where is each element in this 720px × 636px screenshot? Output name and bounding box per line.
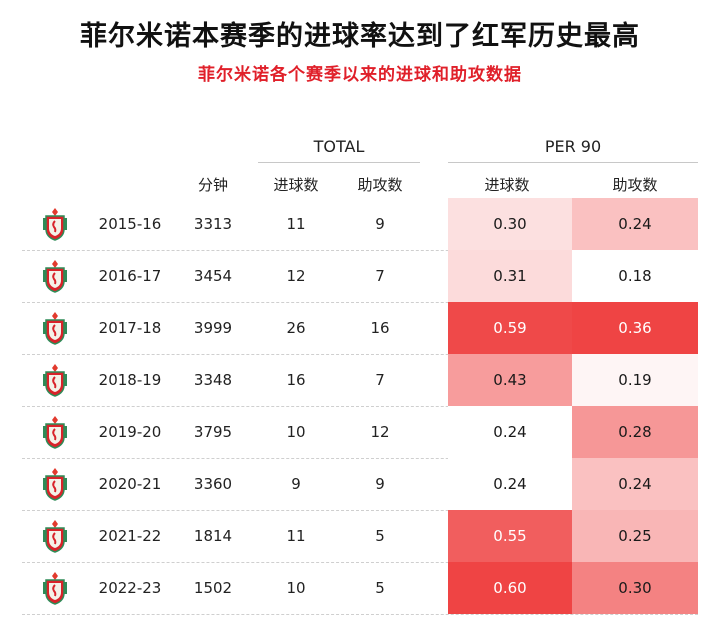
row-separator [22, 562, 698, 563]
goals90-heat-cell: 0.59 [448, 302, 572, 354]
goals90-heat-cell: 0.55 [448, 510, 572, 562]
liverpool-crest-icon [42, 363, 68, 397]
goals90-heat-cell: 0.30 [448, 198, 572, 250]
assists90-heat-cell: 0.30 [572, 562, 698, 614]
col-header-goals: 进球数 [273, 176, 319, 194]
table-row: 2017-18 3999 26 16 0.59 0.36 [22, 302, 698, 354]
goals-cell: 9 [291, 475, 301, 493]
goals-cell: 10 [286, 579, 306, 597]
minutes-cell: 3313 [193, 215, 233, 233]
minutes-cell: 1502 [193, 579, 233, 597]
assists-cell: 5 [375, 579, 385, 597]
assists90-heat-cell: 0.18 [572, 250, 698, 302]
table-row: 2021-22 1814 11 5 0.55 0.25 [22, 510, 698, 562]
minutes-cell: 3454 [193, 267, 233, 285]
chart-title: 菲尔米诺本赛季的进球率达到了红军历史最高 [80, 21, 640, 52]
row-separator [22, 354, 698, 355]
assists90-heat-cell: 0.19 [572, 354, 698, 406]
group-label-per90: PER 90 [544, 137, 602, 156]
minutes-cell: 3348 [193, 371, 233, 389]
goals-cell: 16 [286, 371, 306, 389]
row-separator [22, 302, 698, 303]
assists90-heat-cell: 0.24 [572, 458, 698, 510]
chart-subtitle: 菲尔米诺各个赛季以来的进球和助攻数据 [198, 65, 522, 85]
liverpool-crest-icon [42, 259, 68, 293]
minutes-cell: 3360 [193, 475, 233, 493]
assists-cell: 9 [375, 215, 385, 233]
col-header-minutes: 分钟 [197, 176, 228, 194]
row-separator [22, 458, 698, 459]
row-separator [22, 250, 698, 251]
table-row: 2018-19 3348 16 7 0.43 0.19 [22, 354, 698, 406]
table-row: 2019-20 3795 10 12 0.24 0.28 [22, 406, 698, 458]
liverpool-crest-icon [42, 571, 68, 605]
goals90-heat-cell: 0.31 [448, 250, 572, 302]
liverpool-crest-icon [42, 207, 68, 241]
table-row: 2022-23 1502 10 5 0.60 0.30 [22, 562, 698, 614]
group-line-total [258, 162, 420, 163]
minutes-cell: 3795 [193, 423, 233, 441]
assists-cell: 5 [375, 527, 385, 545]
goals90-heat-cell: 0.24 [448, 458, 572, 510]
assists-cell: 12 [370, 423, 390, 441]
goals-cell: 10 [286, 423, 306, 441]
row-separator [22, 614, 698, 615]
minutes-cell: 3999 [193, 319, 233, 337]
season-cell: 2016-17 [98, 267, 162, 285]
col-header-assists90: 助攻数 [612, 176, 658, 194]
assists90-heat-cell: 0.25 [572, 510, 698, 562]
liverpool-crest-icon [42, 311, 68, 345]
table-row: 2020-21 3360 9 9 0.24 0.24 [22, 458, 698, 510]
table-row: 2015-16 3313 11 9 0.30 0.24 [22, 198, 698, 250]
assists-cell: 7 [375, 371, 385, 389]
assists90-heat-cell: 0.24 [572, 198, 698, 250]
goals-cell: 11 [286, 527, 306, 545]
col-header-goals90: 进球数 [484, 176, 530, 194]
assists-cell: 7 [375, 267, 385, 285]
season-cell: 2022-23 [98, 579, 162, 597]
season-cell: 2019-20 [98, 423, 162, 441]
row-separator [22, 510, 698, 511]
group-label-total: TOTAL [313, 137, 365, 156]
season-cell: 2020-21 [98, 475, 162, 493]
season-cell: 2017-18 [98, 319, 162, 337]
liverpool-crest-icon [42, 415, 68, 449]
goals-cell: 26 [286, 319, 306, 337]
assists90-heat-cell: 0.36 [572, 302, 698, 354]
season-cell: 2015-16 [98, 215, 162, 233]
minutes-cell: 1814 [193, 527, 233, 545]
season-cell: 2021-22 [98, 527, 162, 545]
season-cell: 2018-19 [98, 371, 162, 389]
goals-cell: 12 [286, 267, 306, 285]
goals90-heat-cell: 0.60 [448, 562, 572, 614]
table-row: 2016-17 3454 12 7 0.31 0.18 [22, 250, 698, 302]
assists-cell: 16 [370, 319, 390, 337]
goals90-heat-cell: 0.24 [448, 406, 572, 458]
group-line-per90 [448, 162, 698, 163]
liverpool-crest-icon [42, 519, 68, 553]
assists90-heat-cell: 0.28 [572, 406, 698, 458]
liverpool-crest-icon [42, 467, 68, 501]
assists-cell: 9 [375, 475, 385, 493]
col-header-assists: 助攻数 [357, 176, 403, 194]
goals-cell: 11 [286, 215, 306, 233]
goals90-heat-cell: 0.43 [448, 354, 572, 406]
row-separator [22, 406, 698, 407]
